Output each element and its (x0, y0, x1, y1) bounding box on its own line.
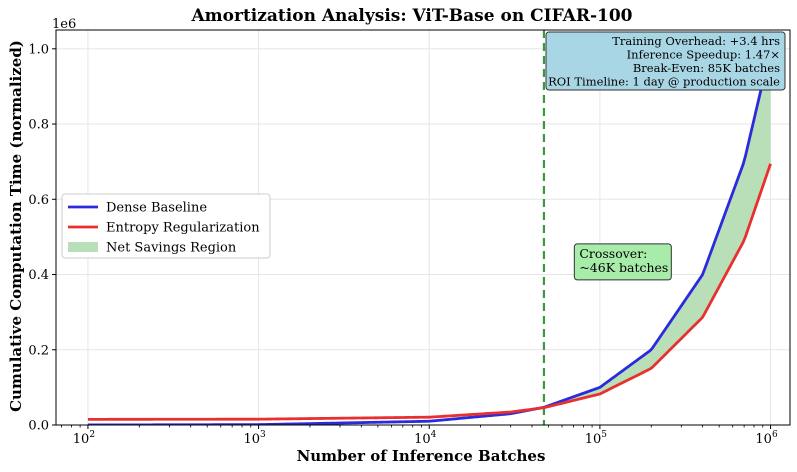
entropy-regularization-line (87, 163, 772, 421)
x-tick-label: 106 (755, 430, 778, 447)
crossover-annotation-text: Crossover: (579, 246, 647, 261)
y-tick-label: 1.0 (28, 42, 49, 57)
y-offset-label: 1e6 (52, 17, 76, 32)
y-tick-label: 0.0 (28, 419, 49, 434)
y-tick-label: 0.6 (28, 193, 49, 208)
fill-layer (543, 48, 771, 408)
legend-label: Dense Baseline (106, 201, 207, 216)
summary-annotation-text: Break-Even: 85K batches (633, 61, 780, 75)
summary-annotation-text: ROI Timeline: 1 day @ production scale (548, 75, 780, 89)
axis-ticks: 102 103 104 105 106 0.0 0.2 0.4 0.6 0.8 1.0 (28, 42, 778, 447)
summary-annotation-text: Inference Speedup: 1.47× (627, 48, 780, 62)
y-tick-label: 0.4 (28, 268, 49, 283)
legend-swatch-savings (68, 242, 98, 252)
x-axis-label: Number of Inference Batches (297, 447, 546, 465)
legend-box (61, 193, 271, 259)
x-tick-label: 104 (414, 430, 437, 447)
chart-title: Amortization Analysis: ViT-Base on CIFAR… (190, 6, 632, 26)
legend-label: Net Savings Region (106, 241, 237, 256)
y-tick-label: 0.8 (28, 118, 49, 133)
y-tick-label: 0.2 (28, 343, 49, 358)
x-tick-label: 105 (585, 430, 608, 447)
y-axis-label: Cumulative Computation Time (normalized) (7, 40, 25, 412)
legend: Dense Baseline Entropy Regularization Net … (61, 193, 271, 259)
crossover-annotation-box (573, 243, 672, 281)
summary-annotation-box (545, 31, 786, 91)
x-tick-label: 103 (243, 430, 266, 447)
x-tick-label: 102 (73, 430, 95, 447)
net-savings-region (543, 48, 771, 408)
plot-frame (55, 29, 791, 426)
crossover-annotation-text: ~46K batches (579, 260, 668, 275)
legend-label: Entropy Regularization (106, 221, 260, 236)
summary-annotation-text: Training Overhead: +3.4 hrs (612, 34, 780, 48)
annotations: Crossover:~46K batches Training Overhead:… (545, 31, 786, 281)
